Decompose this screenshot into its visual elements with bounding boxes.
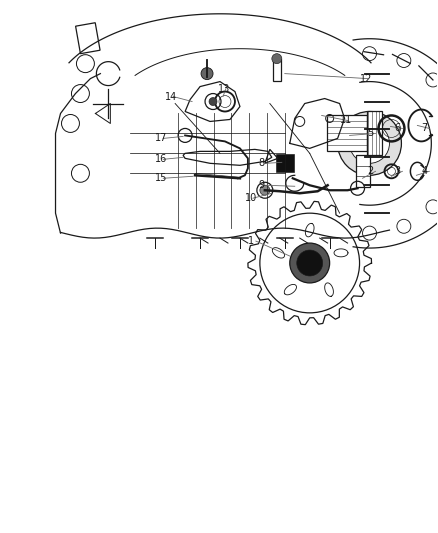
Text: 5: 5	[367, 128, 374, 139]
Text: 6: 6	[395, 124, 401, 133]
Polygon shape	[183, 149, 272, 165]
Circle shape	[260, 185, 270, 195]
Text: 12: 12	[360, 74, 372, 84]
Circle shape	[397, 219, 411, 233]
Text: 17: 17	[155, 133, 168, 143]
Circle shape	[272, 54, 282, 63]
Bar	[273, 59, 281, 80]
Text: 3: 3	[395, 166, 401, 176]
Text: 9: 9	[258, 180, 264, 190]
Text: 8: 8	[258, 158, 264, 168]
Bar	[367, 111, 382, 155]
Circle shape	[363, 226, 377, 240]
Text: 1: 1	[248, 236, 254, 246]
Circle shape	[61, 115, 79, 132]
Circle shape	[350, 124, 389, 163]
Text: 14: 14	[165, 92, 177, 102]
Circle shape	[257, 182, 273, 198]
Text: 13: 13	[218, 84, 230, 94]
Text: 2: 2	[367, 166, 374, 176]
Circle shape	[397, 53, 411, 68]
Circle shape	[209, 98, 217, 106]
Circle shape	[71, 85, 89, 102]
Bar	[276, 155, 294, 172]
Text: 15: 15	[155, 173, 168, 183]
Bar	[327, 116, 367, 151]
Circle shape	[290, 243, 330, 283]
Text: 4: 4	[421, 166, 427, 176]
Text: 16: 16	[155, 155, 167, 164]
Text: 10: 10	[245, 193, 257, 203]
Bar	[356, 155, 370, 187]
Circle shape	[201, 68, 213, 79]
Circle shape	[71, 164, 89, 182]
Circle shape	[297, 250, 323, 276]
Circle shape	[363, 47, 377, 61]
Circle shape	[426, 200, 438, 214]
Circle shape	[426, 73, 438, 87]
Bar	[76, 23, 100, 54]
Circle shape	[77, 55, 95, 72]
Circle shape	[338, 111, 401, 175]
Text: 11: 11	[339, 116, 352, 125]
Text: 7: 7	[421, 124, 427, 133]
Circle shape	[219, 95, 231, 108]
